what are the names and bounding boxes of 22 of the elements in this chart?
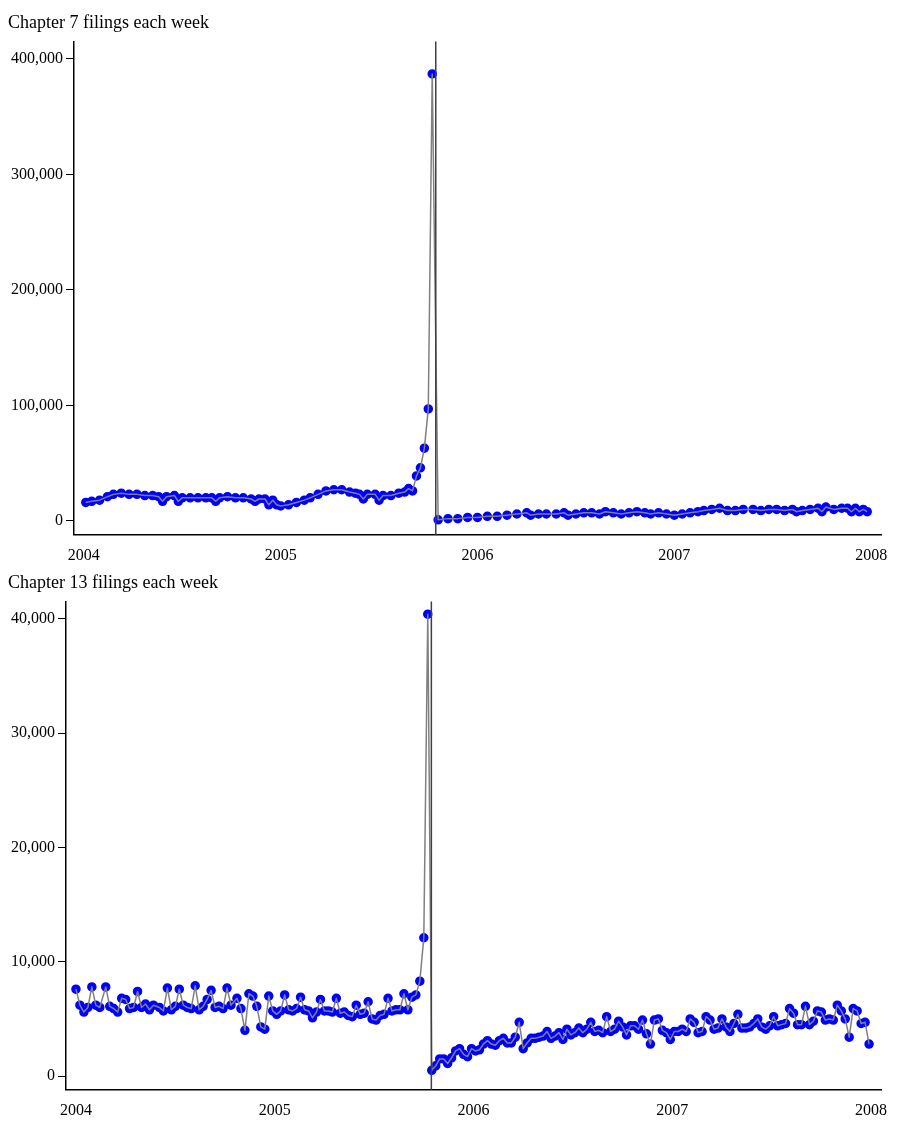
y-tick-label: 200,000	[11, 280, 63, 298]
y-tick-label: 0	[55, 511, 63, 529]
y-tick-label: 100,000	[11, 395, 63, 413]
y-tick-label: 30,000	[11, 723, 55, 741]
x-tick-label: 2008	[855, 545, 888, 563]
y-tick-label: 40,000	[11, 608, 55, 626]
x-tick-label: 2007	[658, 545, 691, 563]
x-tick-label: 2004	[59, 1100, 92, 1118]
x-tick-label: 2005	[264, 545, 297, 563]
x-tick-label: 2008	[855, 1100, 888, 1118]
x-tick-label: 2004	[67, 545, 100, 563]
y-tick-label: 20,000	[11, 837, 55, 855]
y-tick-label: 400,000	[11, 49, 63, 67]
y-tick-label: 300,000	[11, 164, 63, 182]
y-tick-label: 0	[47, 1066, 55, 1084]
x-tick-label: 2005	[258, 1100, 291, 1118]
x-tick-label: 2006	[461, 545, 494, 563]
x-tick-label: 2007	[656, 1100, 689, 1118]
chart-title: Chapter 13 filings each week	[8, 571, 218, 592]
x-tick-label: 2006	[457, 1100, 490, 1118]
y-tick-label: 10,000	[11, 951, 55, 969]
chart-title: Chapter 7 filings each week	[8, 11, 209, 32]
